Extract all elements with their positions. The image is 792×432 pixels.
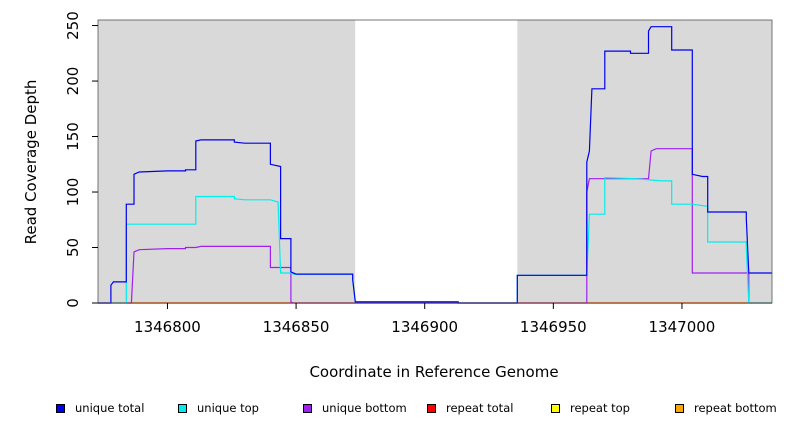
x-tick-label: 1346950 xyxy=(520,318,587,336)
legend-item-unique-total: unique total xyxy=(56,398,144,418)
x-axis-label: Coordinate in Reference Genome xyxy=(309,363,558,381)
legend-swatch xyxy=(56,403,65,413)
x-tick-label: 1347000 xyxy=(649,318,716,336)
legend-label: repeat bottom xyxy=(694,401,777,415)
series-unique-total xyxy=(98,26,772,304)
y-tick-label: 0 xyxy=(64,298,82,308)
legend-item-repeat-total: repeat total xyxy=(427,398,513,418)
shaded-region-2 xyxy=(517,20,772,303)
x-axis: 1346800 1346850 1346900 1346950 1347000 xyxy=(134,303,715,336)
legend-label: repeat total xyxy=(446,401,514,415)
legend-item-unique-bottom: unique bottom xyxy=(303,398,407,418)
legend-item-repeat-top: repeat top xyxy=(551,398,630,418)
legend-item-unique-top: unique top xyxy=(178,398,259,418)
legend: unique total unique top unique bottom repea… xyxy=(0,398,792,418)
legend-swatch xyxy=(675,403,684,413)
legend-label: repeat top xyxy=(570,401,630,415)
shaded-regions xyxy=(98,20,772,303)
legend-label: unique bottom xyxy=(322,401,407,415)
plot-frame xyxy=(97,19,773,304)
y-tick-label: 50 xyxy=(64,238,82,257)
legend-swatch xyxy=(178,403,187,413)
legend-label: unique total xyxy=(75,401,145,415)
legend-swatch xyxy=(551,403,560,413)
y-tick-label: 250 xyxy=(64,11,82,40)
y-tick-label: 100 xyxy=(64,178,82,207)
y-tick-label: 150 xyxy=(64,122,82,151)
legend-label: unique top xyxy=(197,401,259,415)
x-tick-label: 1346850 xyxy=(263,318,330,336)
x-tick-label: 1346900 xyxy=(391,318,458,336)
legend-swatch xyxy=(303,403,312,413)
y-axis: 0 50 100 150 200 250 xyxy=(64,11,98,308)
series-unique-bottom xyxy=(98,148,772,304)
y-tick-label: 200 xyxy=(64,67,82,96)
legend-swatch xyxy=(427,403,436,413)
y-axis-label: Read Coverage Depth xyxy=(22,80,40,245)
legend-item-repeat-bottom: repeat bottom xyxy=(675,398,777,418)
shaded-region-1 xyxy=(98,20,356,303)
x-tick-label: 1346800 xyxy=(134,318,201,336)
